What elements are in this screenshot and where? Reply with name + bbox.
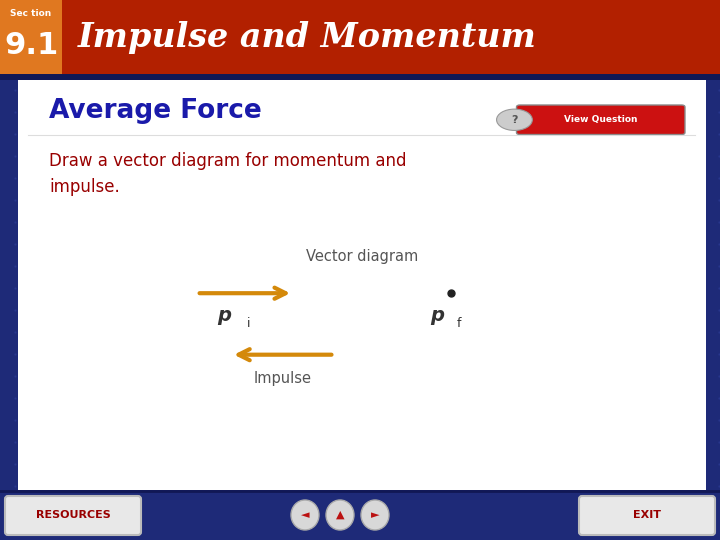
Circle shape [497,109,532,131]
Text: Vector diagram: Vector diagram [306,249,418,264]
FancyBboxPatch shape [579,496,715,535]
Text: Impulse: Impulse [253,371,312,386]
Text: f: f [457,318,462,330]
Text: Sec tion: Sec tion [10,10,52,18]
Ellipse shape [326,500,354,530]
Text: ▲: ▲ [336,510,344,520]
Text: $\bfit{p}$: $\bfit{p}$ [217,308,232,327]
Text: $\bfit{p}$: $\bfit{p}$ [430,308,445,327]
Text: Impulse and Momentum: Impulse and Momentum [78,22,537,55]
FancyBboxPatch shape [5,496,141,535]
FancyBboxPatch shape [1,70,720,500]
Text: EXIT: EXIT [633,510,661,520]
Text: ?: ? [511,115,518,125]
Text: i: i [246,318,250,330]
Text: Draw a vector diagram for momentum and
impulse.: Draw a vector diagram for momentum and i… [49,152,407,196]
Text: RESOURCES: RESOURCES [35,510,110,520]
FancyBboxPatch shape [516,105,685,134]
Text: ►: ► [371,510,379,520]
Text: View Question: View Question [564,115,637,124]
Text: Average Force: Average Force [49,98,261,124]
Bar [0,74,720,80]
Ellipse shape [291,500,319,530]
Ellipse shape [361,500,389,530]
Bar [0,0,62,74]
Text: 9.1: 9.1 [4,30,58,59]
Text: ◄: ◄ [301,510,310,520]
